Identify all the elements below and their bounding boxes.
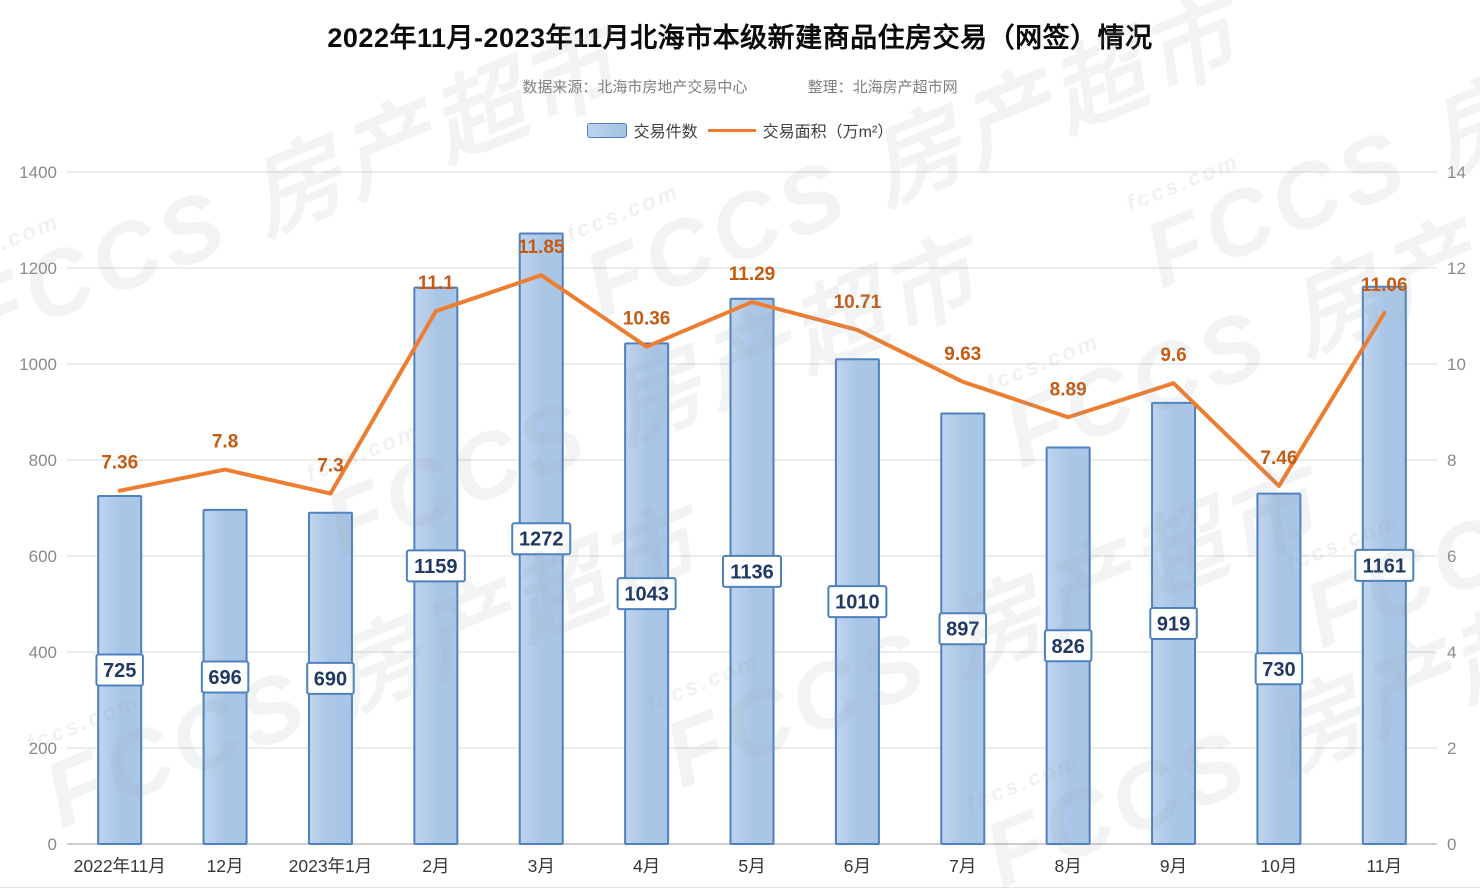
line-value-label: 9.63 (944, 344, 981, 365)
bar-value-box (95, 653, 144, 687)
line-series-label: 交易面积（万m²） (762, 124, 894, 141)
legend-item-line: 交易面积（万m²） (698, 118, 894, 142)
line-value-label: 10.36 (623, 309, 671, 330)
left-axis-tick: 1400 (19, 163, 57, 182)
bar-value-label: 1161 (1363, 555, 1406, 577)
bar-value-label: 725 (103, 660, 136, 682)
chart-title: 2022年11月-2023年11月北海市本级新建商品住房交易（网签）情况 (327, 23, 1153, 53)
line-value-label: 11.29 (729, 264, 776, 285)
right-axis-tick: 2 (1447, 739, 1456, 758)
x-axis-label: 8月 (1055, 856, 1082, 876)
right-axis-tick: 8 (1447, 451, 1456, 470)
bar-value-label: 1043 (624, 584, 669, 606)
chart-subtitle: 数据来源：北海市房地产交易中心 整理：北海房产超市网 (0, 76, 1480, 97)
right-axis-tick: 12 (1447, 259, 1466, 278)
x-axis-label: 2022年11月 (74, 856, 166, 876)
line-value-label: 9.6 (1160, 345, 1186, 366)
line-value-label: 7.8 (212, 432, 238, 453)
line-value-label: 7.3 (317, 456, 343, 477)
x-axis-label: 3月 (528, 856, 555, 876)
bar-value-label: 730 (1262, 659, 1295, 681)
bar-value-box (1149, 606, 1198, 640)
bar-value-label: 1136 (730, 561, 773, 583)
left-axis-tick: 600 (29, 547, 57, 566)
bar-series-label: 交易件数 (633, 124, 698, 141)
legend-item-bars: 交易件数 (586, 118, 698, 142)
bar-value-box (200, 660, 250, 694)
x-axis-label: 4月 (633, 856, 660, 876)
bar-value-label: 690 (314, 668, 347, 690)
right-axis-tick: 6 (1447, 547, 1456, 566)
chart-legend: 交易件数 交易面积（万m²） (0, 118, 1480, 142)
bar-value-label: 897 (946, 619, 979, 641)
bar-value-label: 696 (208, 667, 241, 689)
left-axis-tick: 200 (29, 739, 57, 758)
line-value-label: 11.85 (518, 237, 565, 258)
bar-value-box (306, 661, 355, 695)
x-axis-label: 10月 (1260, 856, 1297, 876)
x-axis-label: 2月 (422, 856, 449, 876)
line-series-swatch-icon (707, 128, 756, 132)
x-axis-label: 5月 (738, 856, 765, 876)
bar-value-label: 826 (1051, 636, 1084, 658)
bar-value-box (722, 554, 782, 588)
bar-value-label: 1159 (414, 556, 457, 578)
x-axis-label: 6月 (844, 856, 871, 876)
bottom-divider (0, 887, 1480, 888)
x-axis-label: 9月 (1160, 856, 1187, 876)
bar-value-box (511, 522, 572, 556)
line-value-label: 7.36 (101, 453, 138, 474)
bar-value-box (1254, 652, 1304, 686)
bar-value-box (616, 577, 677, 611)
right-axis-tick: 4 (1447, 643, 1456, 662)
data-source-label: 数据来源：北海市房地产交易中心 (522, 79, 748, 96)
bar-value-box (938, 612, 988, 646)
line-value-label: 8.89 (1050, 379, 1087, 400)
bar-value-box (405, 549, 466, 583)
bar-value-box (1043, 629, 1093, 663)
line-value-label: 10.71 (834, 292, 882, 313)
left-axis-tick: 400 (29, 643, 57, 662)
bar-series-swatch-icon (586, 122, 627, 138)
right-axis-tick: 14 (1447, 163, 1466, 182)
x-axis-label: 7月 (949, 856, 976, 876)
bar-value-label: 919 (1157, 613, 1190, 635)
right-axis-tick: 0 (1447, 835, 1456, 854)
bar-value-box (1354, 548, 1415, 582)
right-axis-tick: 10 (1447, 355, 1466, 374)
x-axis-label: 12月 (207, 856, 244, 876)
bar-value-label: 1272 (519, 529, 564, 551)
bar-value-label: 1010 (835, 592, 880, 614)
x-axis-label: 11月 (1366, 856, 1402, 876)
bar-value-box (827, 585, 888, 619)
line-value-label: 7.46 (1260, 448, 1297, 469)
line-value-label: 11.1 (418, 273, 454, 294)
left-axis-tick: 800 (29, 451, 57, 470)
left-axis-tick: 1200 (19, 259, 57, 278)
left-axis-tick: 1000 (19, 355, 57, 374)
line-value-label: 11.06 (1361, 275, 1408, 296)
x-axis-label: 2023年1月 (289, 856, 373, 876)
left-axis-tick: 0 (48, 835, 57, 854)
line-series-path (117, 273, 1387, 496)
organizer-label: 整理：北海房产超市网 (807, 79, 958, 96)
